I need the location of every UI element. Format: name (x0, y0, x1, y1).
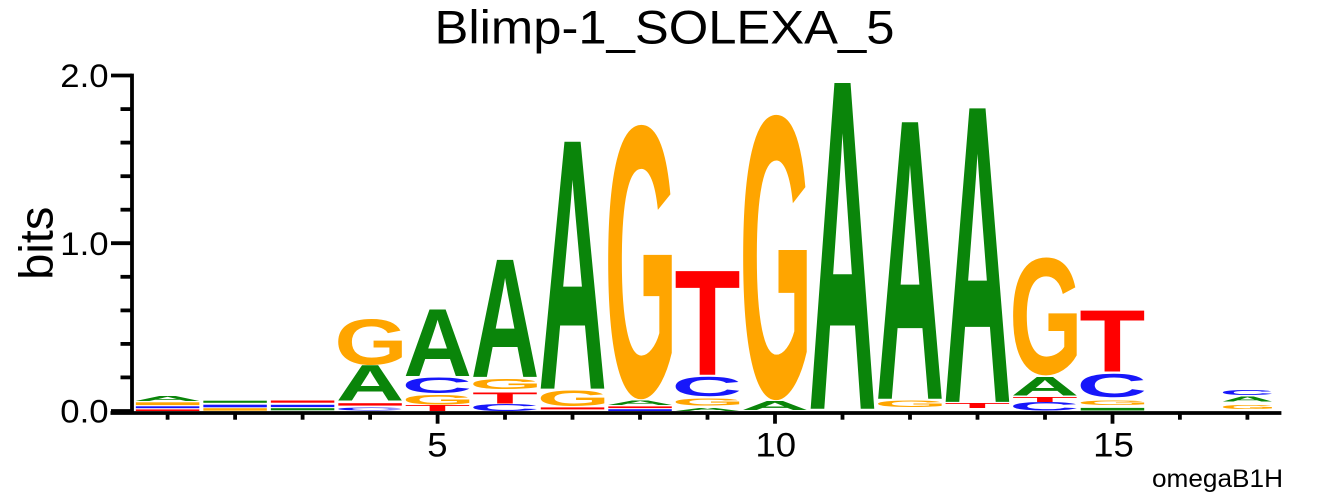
svg-text:G: G (1077, 399, 1150, 407)
svg-text:A: A (133, 394, 201, 402)
svg-text:0.0: 0.0 (60, 394, 108, 430)
svg-text:G: G (604, 45, 677, 478)
svg-text:G: G (739, 31, 812, 481)
svg-text:A: A (876, 35, 944, 484)
svg-text:A: A (1011, 371, 1079, 401)
svg-text:A: A (336, 355, 404, 412)
svg-text:A: A (808, 0, 876, 496)
svg-text:A: A (1221, 395, 1274, 403)
svg-text:G: G (1220, 404, 1277, 411)
svg-text:T: T (1012, 395, 1078, 403)
svg-text:C: C (334, 406, 404, 411)
svg-text:T: T (405, 404, 471, 413)
svg-text:C: C (672, 371, 742, 402)
svg-text:bits: bits (10, 207, 63, 280)
svg-text:A: A (943, 17, 1011, 493)
svg-text:C: C (1009, 400, 1079, 413)
svg-text:T: T (674, 238, 740, 407)
svg-text:2.0: 2.0 (60, 58, 108, 94)
svg-text:G: G (1009, 224, 1082, 410)
svg-text:A: A (538, 63, 606, 465)
svg-text:C: C (469, 402, 539, 413)
svg-text:T: T (1079, 292, 1145, 391)
svg-text:1.0: 1.0 (60, 226, 108, 262)
svg-text:C: C (1220, 388, 1274, 396)
svg-text:T: T (472, 389, 538, 407)
svg-text:G: G (402, 392, 475, 407)
svg-text:A: A (673, 407, 741, 412)
svg-text:omegaB1H: omegaB1H (1152, 465, 1283, 493)
svg-text:G: G (672, 397, 745, 408)
svg-text:A: A (606, 399, 674, 406)
svg-text:A: A (741, 399, 809, 413)
svg-text:10: 10 (755, 427, 796, 465)
svg-text:C: C (402, 373, 472, 398)
svg-text:G: G (537, 386, 610, 411)
svg-text:A: A (471, 224, 539, 414)
svg-text:Blimp-1_SOLEXA_5: Blimp-1_SOLEXA_5 (435, 2, 895, 55)
svg-text:G: G (469, 376, 542, 392)
svg-text:G: G (334, 307, 407, 379)
svg-text:C: C (1077, 367, 1147, 404)
svg-text:T: T (944, 402, 1010, 410)
svg-text:5: 5 (427, 427, 447, 465)
svg-text:15: 15 (1093, 427, 1134, 465)
svg-text:A: A (403, 290, 471, 397)
svg-text:G: G (874, 398, 947, 409)
